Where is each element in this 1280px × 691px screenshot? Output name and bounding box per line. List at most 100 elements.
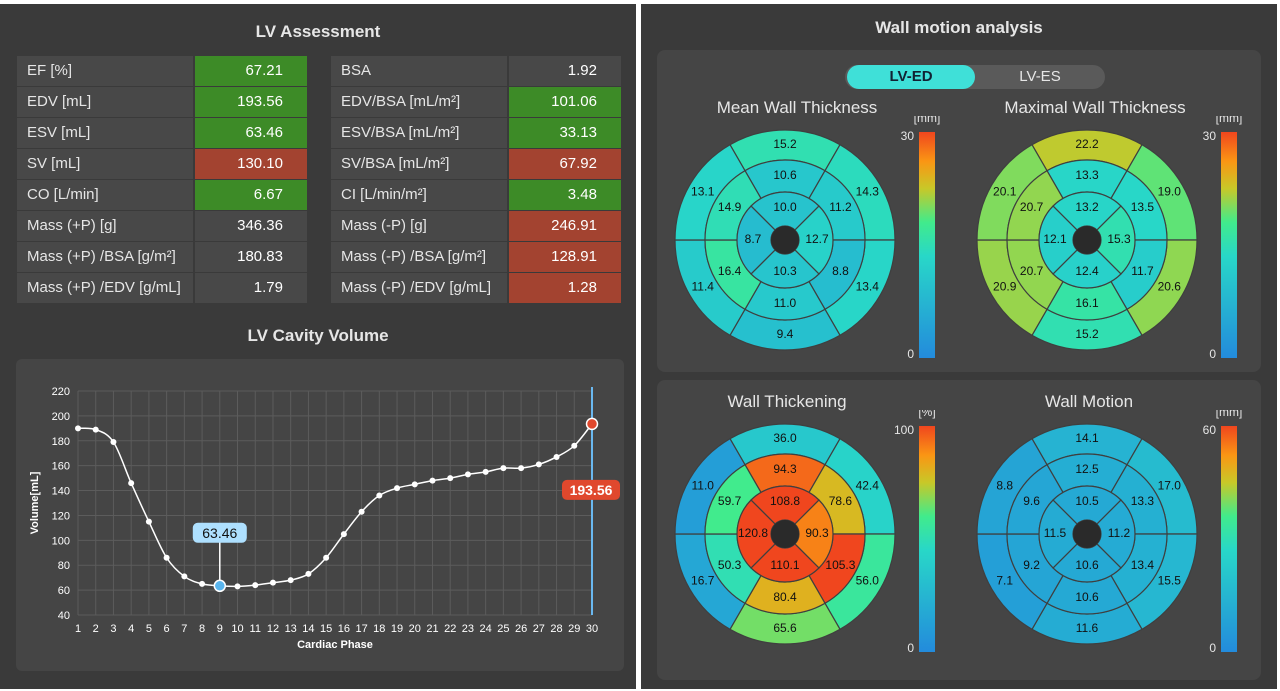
- thickness-card: LV-ED LV-ES Mean Wall Thickness Maximal …: [657, 50, 1261, 372]
- x-tick-label: 21: [426, 623, 438, 635]
- max-marker-label: 193.56: [570, 482, 613, 498]
- segment-value: 8.8: [832, 264, 849, 278]
- x-tick-label: 9: [217, 623, 223, 635]
- data-point: [553, 453, 560, 460]
- lv-table-left: EF [%] 67.21 EDV [mL] 193.56 ESV [mL] 63.46 SV…: [17, 56, 309, 306]
- segment-value: 94.3: [773, 462, 797, 476]
- x-tick-label: 3: [110, 623, 116, 635]
- colorbar-max: 30: [1203, 129, 1217, 143]
- data-point: [340, 531, 347, 538]
- y-tick-label: 200: [52, 411, 70, 423]
- segment-value: 8.8: [996, 479, 1013, 493]
- colorbar: [1221, 426, 1237, 652]
- colorbar: [919, 426, 935, 652]
- metric-label: Mass (+P) /EDV [g/mL]: [17, 273, 193, 303]
- data-point: [145, 518, 152, 525]
- data-point: [518, 465, 525, 472]
- x-tick-label: 1: [75, 623, 81, 635]
- segment-value: 15.3: [1107, 232, 1131, 246]
- segment-value: 20.6: [1158, 280, 1182, 294]
- data-point: [464, 471, 471, 478]
- segment-value: 42.4: [856, 479, 880, 493]
- data-point: [75, 425, 81, 432]
- table-row: Mass (-P) /EDV [g/mL] 1.28: [331, 273, 621, 303]
- segment-value: 11.2: [1108, 526, 1131, 540]
- data-point: [323, 554, 330, 561]
- metric-value: 246.91: [509, 211, 621, 241]
- x-tick-label: 15: [320, 623, 332, 635]
- motion-card: Wall Thickening Wall Motion 36.0 42.4 56.0…: [657, 380, 1261, 680]
- data-point: [411, 481, 418, 488]
- x-tick-label: 2: [93, 623, 99, 635]
- segment-value: 110.1: [770, 558, 799, 572]
- segment-value: 16.1: [1075, 296, 1099, 310]
- table-row: Mass (+P) /EDV [g/mL] 1.79: [17, 273, 307, 303]
- x-tick-label: 11: [250, 623, 261, 635]
- segment-value: 11.2: [829, 200, 852, 214]
- data-point: [110, 439, 117, 446]
- segment-value: 108.8: [770, 494, 800, 508]
- segment-value: 11.0: [774, 296, 797, 310]
- colorbar-min: 0: [907, 347, 914, 361]
- segment-value: 20.1: [993, 185, 1017, 199]
- wall-motion-panel: Wall motion analysis LV-ED LV-ES Mean Wa…: [641, 4, 1277, 689]
- x-tick-label: 25: [497, 623, 509, 635]
- data-point: [181, 573, 188, 580]
- segment-value: 10.6: [773, 168, 797, 182]
- segment-value: 9.2: [1023, 558, 1040, 572]
- x-tick-label: 17: [355, 623, 367, 635]
- metric-value: 193.56: [195, 87, 307, 117]
- segment-value: 15.2: [773, 137, 797, 151]
- bullseye-wall-motion: 14.1 17.0 15.5 11.6 7.1 8.8 12.5 13.3 13.4 10.6 9.…: [976, 410, 1242, 655]
- toggle-lv-ed[interactable]: LV-ED: [847, 65, 975, 89]
- metric-label: EDV/BSA [mL/m²]: [331, 87, 507, 117]
- segment-value: 13.3: [1131, 494, 1155, 508]
- colorbar-max: 60: [1203, 423, 1217, 437]
- segment-value: 14.1: [1075, 431, 1099, 445]
- metric-value: 3.48: [509, 180, 621, 210]
- colorbar-max: 100: [894, 423, 914, 437]
- y-tick-label: 40: [58, 610, 70, 622]
- max-marker-bubble: [562, 479, 620, 500]
- colorbar-unit: [mm]: [914, 116, 941, 125]
- table-row: BSA 1.92: [331, 56, 621, 86]
- lv-cavity-volume-title: LV Cavity Volume: [247, 326, 389, 345]
- segment-value: 11.0: [691, 479, 714, 493]
- segment-value: 12.5: [1075, 462, 1099, 476]
- min-marker-label: 63.46: [202, 525, 237, 541]
- bullseye-title-mean-thickness: Mean Wall Thickness: [716, 98, 878, 117]
- data-point: [163, 554, 170, 561]
- segment-value: 9.6: [1023, 494, 1040, 508]
- lv-assessment-panel: LV Assessment EF [%] 67.21 EDV [mL] 193.56 E…: [0, 4, 636, 689]
- min-marker-bubble: [192, 522, 247, 543]
- metric-label: EDV [mL]: [17, 87, 193, 117]
- y-tick-label: 60: [58, 585, 70, 597]
- data-point: [92, 426, 99, 433]
- metric-value: 6.67: [195, 180, 307, 210]
- toggle-lv-es[interactable]: LV-ES: [1019, 68, 1061, 85]
- metric-value: 1.28: [509, 273, 621, 303]
- data-point: [429, 477, 436, 484]
- segment-value: 36.0: [773, 431, 797, 445]
- metric-value: 1.79: [195, 273, 307, 303]
- x-tick-label: 14: [302, 623, 314, 635]
- segment-value: 105.3: [825, 558, 855, 572]
- segment-value: 12.1: [1043, 232, 1067, 246]
- metric-value: 101.06: [509, 87, 621, 117]
- data-point: [358, 508, 365, 515]
- x-tick-label: 10: [231, 623, 243, 635]
- x-tick-label: 19: [391, 623, 403, 635]
- data-point: [252, 582, 259, 589]
- segment-value: 7.1: [996, 574, 1013, 588]
- lv-assessment-title: LV Assessment: [255, 22, 381, 41]
- bullseye-title-wall-motion: Wall Motion: [1044, 392, 1134, 411]
- table-row: CI [L/min/m²] 3.48: [331, 180, 621, 210]
- segment-value: 11.6: [1076, 621, 1099, 635]
- segment-value: 10.6: [1075, 590, 1099, 604]
- metric-label: Mass (-P) /BSA [g/m²]: [331, 242, 507, 272]
- segment-value: 8.7: [745, 232, 762, 246]
- segment-value: 17.0: [1158, 479, 1182, 493]
- x-tick-label: 16: [338, 623, 350, 635]
- y-tick-label: 160: [52, 461, 70, 473]
